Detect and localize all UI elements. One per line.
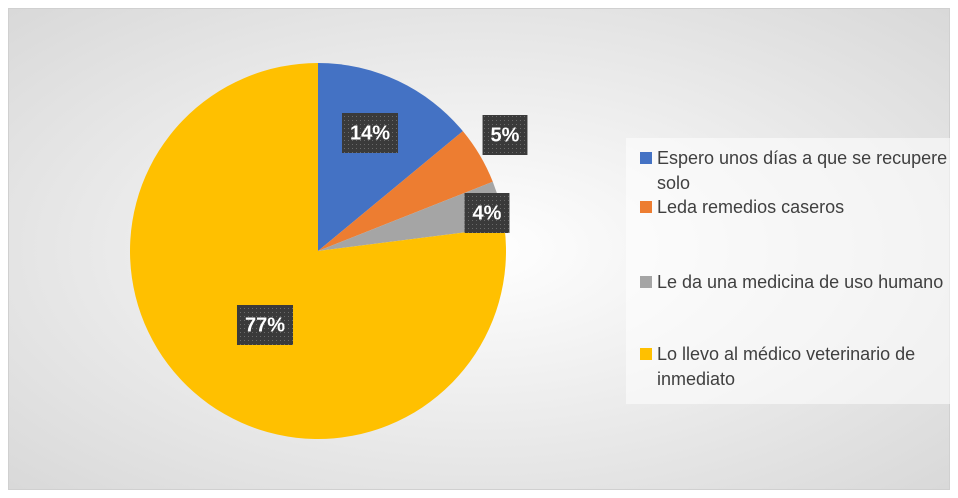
legend-swatch — [640, 276, 652, 288]
data-label: 4% — [464, 193, 510, 233]
legend-label: Lo llevo al médico veterinario de inmedi… — [657, 344, 916, 389]
data-label-text: 77% — [245, 314, 285, 336]
data-label-box — [482, 115, 528, 155]
pie-slice — [318, 181, 505, 251]
data-label: 14% — [341, 113, 399, 153]
legend: Espero unos días a que se recupere solo L… — [626, 138, 952, 404]
data-label-text: 4% — [473, 202, 502, 224]
legend-label: Espero unos días a que se recupere solo — [657, 148, 948, 193]
data-label: 5% — [482, 115, 528, 155]
legend-label: Leda remedios caseros — [657, 197, 845, 217]
data-label-box — [236, 305, 294, 345]
data-label-text: 14% — [350, 122, 390, 144]
legend-label: Le da una medicina de uso humano — [657, 272, 944, 292]
data-label: 77% — [236, 305, 294, 345]
data-label-box — [464, 193, 510, 233]
legend-swatch — [640, 201, 652, 213]
legend-swatch — [640, 348, 652, 360]
data-label-box — [341, 113, 399, 153]
pie-slice — [129, 63, 507, 439]
legend-swatch — [640, 152, 652, 164]
pie-slice — [318, 63, 463, 251]
data-label-text: 5% — [491, 124, 520, 146]
pie-slice — [318, 131, 493, 251]
